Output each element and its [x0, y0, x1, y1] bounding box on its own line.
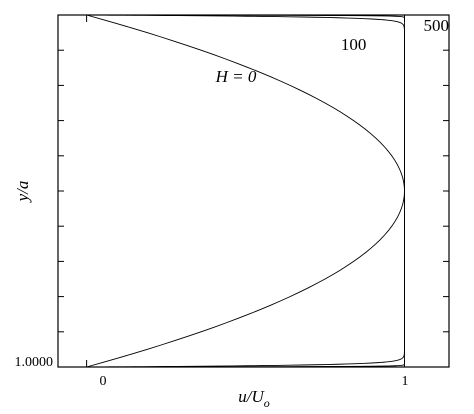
series-line-2 — [86, 14, 405, 368]
x-axis-title-main: u/U — [238, 387, 265, 406]
chart-series — [86, 14, 405, 368]
curve-labels: H = 0 100 500 — [215, 16, 449, 86]
series-label-0: H = 0 — [215, 67, 257, 86]
series-label-2: 500 — [424, 16, 450, 35]
y-axis-title: y/a — [13, 181, 32, 204]
x-axis-title: u/Uo — [238, 387, 270, 410]
y-tick-label: 1.0000 — [15, 355, 54, 370]
x-tick-label-0: 0 — [100, 374, 107, 389]
x-tick-label-1: 1 — [402, 374, 409, 389]
series-label-1: 100 — [341, 35, 367, 54]
x-axis-title-subscript: o — [264, 396, 270, 410]
